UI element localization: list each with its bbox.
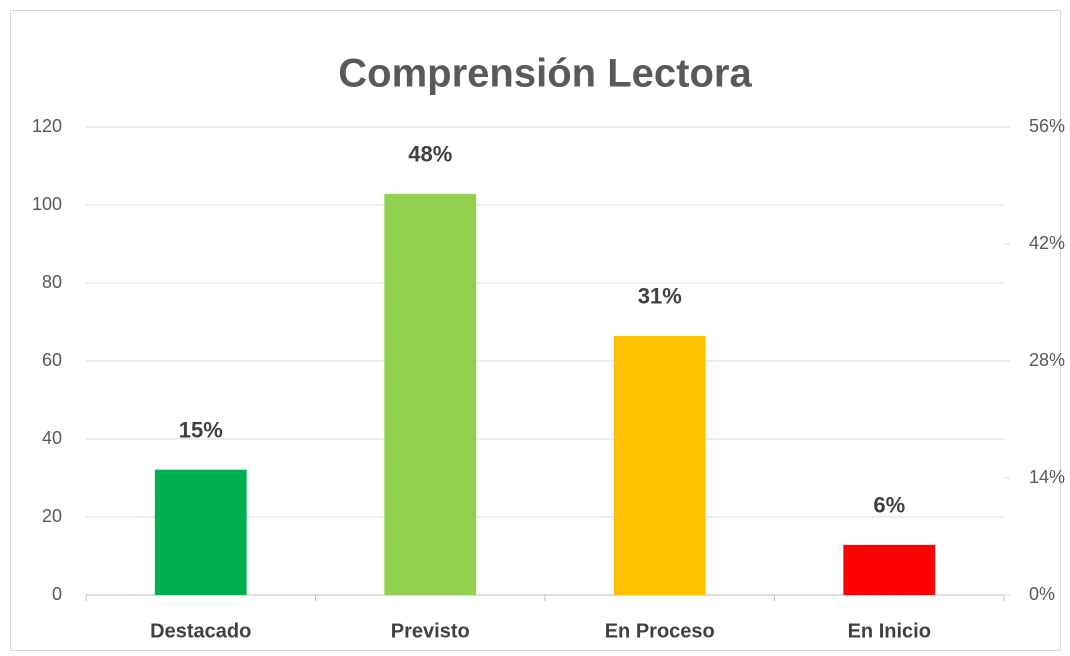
y-tick-label: 80 bbox=[42, 272, 62, 292]
x-tick-label: En Proceso bbox=[605, 620, 715, 642]
y-tick-label: 60 bbox=[42, 350, 62, 370]
x-tick-label: Destacado bbox=[150, 620, 251, 642]
y-tick-label: 120 bbox=[32, 116, 62, 136]
x-tick-label: Previsto bbox=[391, 620, 470, 642]
y-tick-label: 0 bbox=[52, 584, 62, 604]
bar bbox=[154, 469, 247, 595]
y2-tick-label: 0% bbox=[1029, 584, 1055, 604]
data-label: 15% bbox=[179, 417, 223, 442]
data-label: 6% bbox=[873, 493, 905, 518]
y2-tick-label: 56% bbox=[1029, 116, 1065, 136]
data-label: 31% bbox=[638, 284, 682, 309]
bar bbox=[384, 193, 477, 595]
y2-tick-label: 28% bbox=[1029, 350, 1065, 370]
y-tick-label: 40 bbox=[42, 428, 62, 448]
bar bbox=[613, 335, 706, 595]
chart-title: Comprensión Lectora bbox=[338, 52, 752, 96]
y-tick-label: 100 bbox=[32, 194, 62, 214]
x-tick-label: En Inicio bbox=[848, 620, 931, 642]
y2-tick-label: 14% bbox=[1029, 467, 1065, 487]
y2-tick-label: 42% bbox=[1029, 233, 1065, 253]
y-tick-label: 20 bbox=[42, 506, 62, 526]
data-label: 48% bbox=[408, 142, 452, 167]
bar bbox=[843, 544, 936, 595]
